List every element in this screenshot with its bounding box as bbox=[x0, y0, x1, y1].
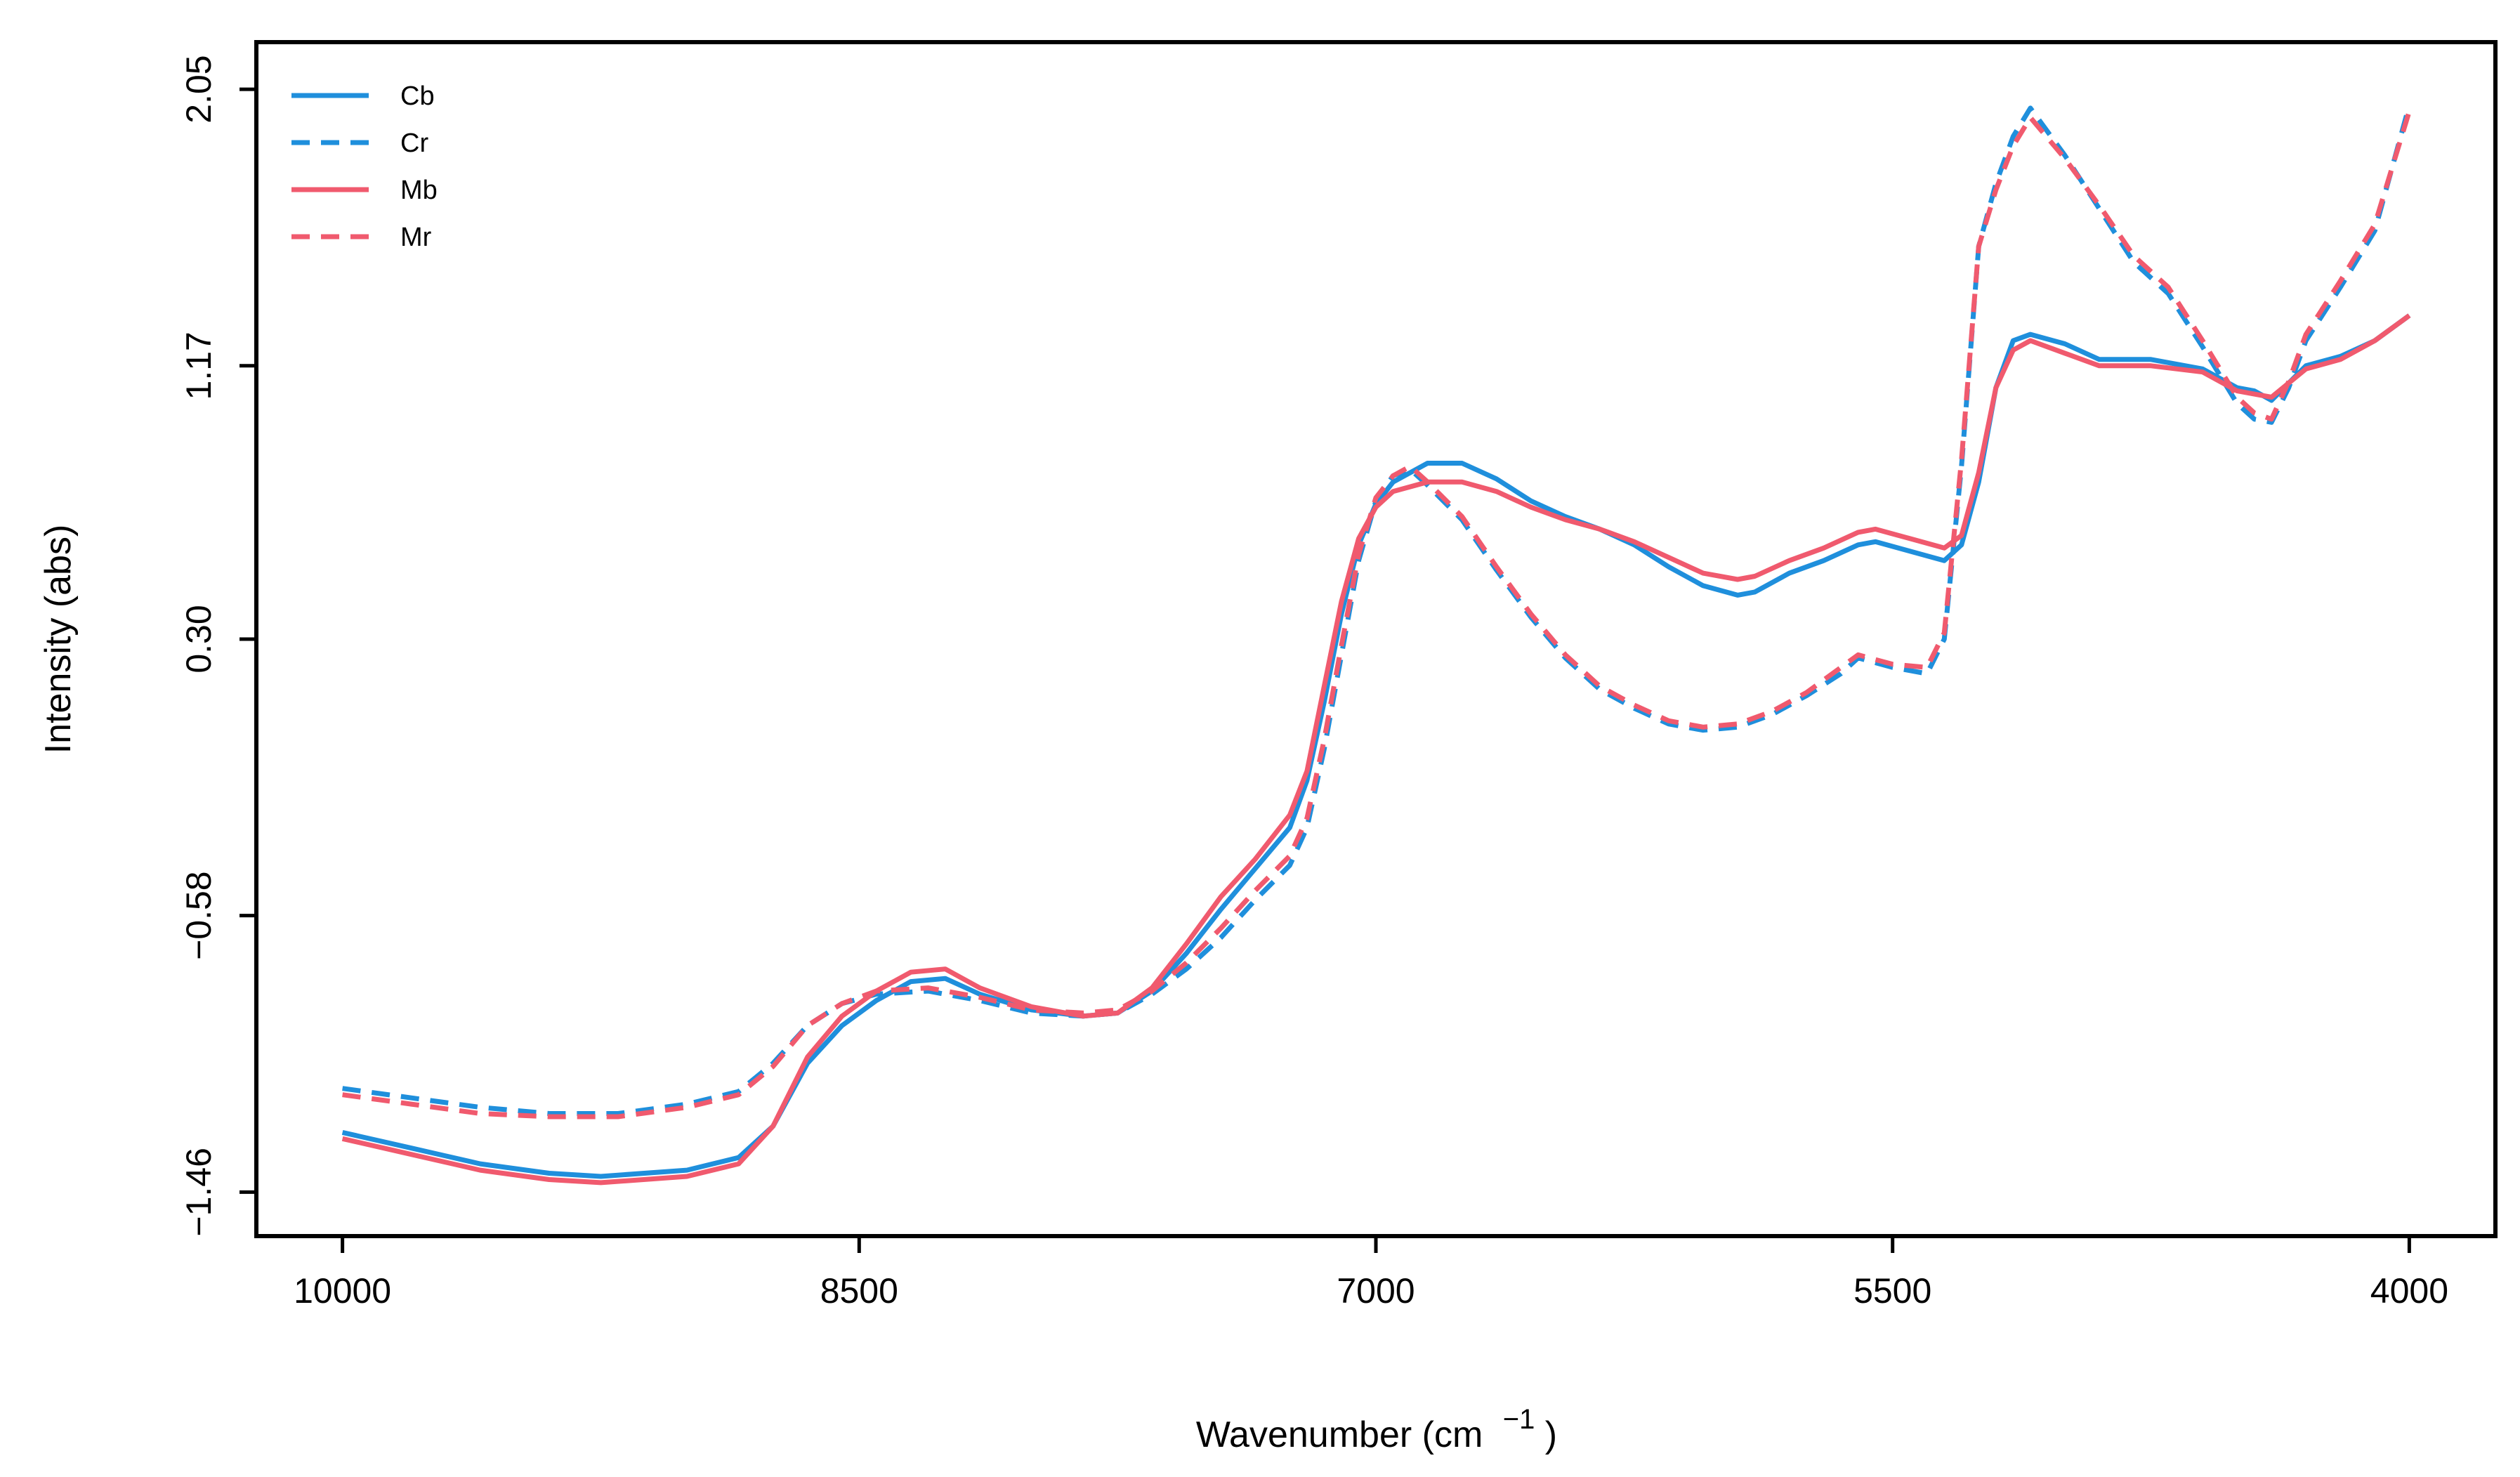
y-tick-label: −1.46 bbox=[179, 1148, 218, 1237]
x-tick-label: 5500 bbox=[1853, 1271, 1931, 1311]
legend-label-cr: Cr bbox=[400, 129, 428, 158]
series-line-cb bbox=[341, 313, 2411, 1179]
x-axis-label-text: Wavenumber (cm bbox=[1196, 1414, 1483, 1455]
y-axis-label: Intensity (abs) bbox=[38, 525, 79, 754]
x-axis-label-close: ) bbox=[1545, 1414, 1557, 1455]
series-line-mr bbox=[342, 110, 2412, 1120]
y-tick-label: 2.05 bbox=[179, 55, 218, 123]
y-axis: −1.46 −0.58 0.30 1.17 2.05 bbox=[179, 55, 256, 1237]
x-axis-label-superscript: −1 bbox=[1503, 1404, 1535, 1435]
series-line-mb bbox=[341, 313, 2411, 1186]
y-tick-label: 1.17 bbox=[179, 331, 218, 400]
x-tick-label: 4000 bbox=[2370, 1271, 2448, 1311]
y-tick-label: −0.58 bbox=[179, 871, 218, 960]
x-tick-label: 7000 bbox=[1337, 1271, 1415, 1311]
legend-label-mr: Mr bbox=[400, 223, 432, 252]
plot-frame bbox=[254, 40, 2498, 1238]
x-tick-label: 8500 bbox=[820, 1271, 898, 1311]
x-tick-label: 10000 bbox=[294, 1271, 391, 1311]
series-layer bbox=[341, 104, 2412, 1186]
x-axis: 10000 8500 7000 5500 4000 bbox=[294, 1236, 2448, 1311]
legend: Cb Cr Mb Mr bbox=[291, 81, 438, 252]
series-line-cr bbox=[342, 104, 2412, 1116]
y-tick-label: 0.30 bbox=[179, 605, 218, 673]
x-axis-label: Wavenumber (cm −1 ) bbox=[1196, 1396, 1557, 1455]
legend-label-cb: Cb bbox=[400, 81, 435, 111]
legend-label-mb: Mb bbox=[400, 176, 438, 205]
